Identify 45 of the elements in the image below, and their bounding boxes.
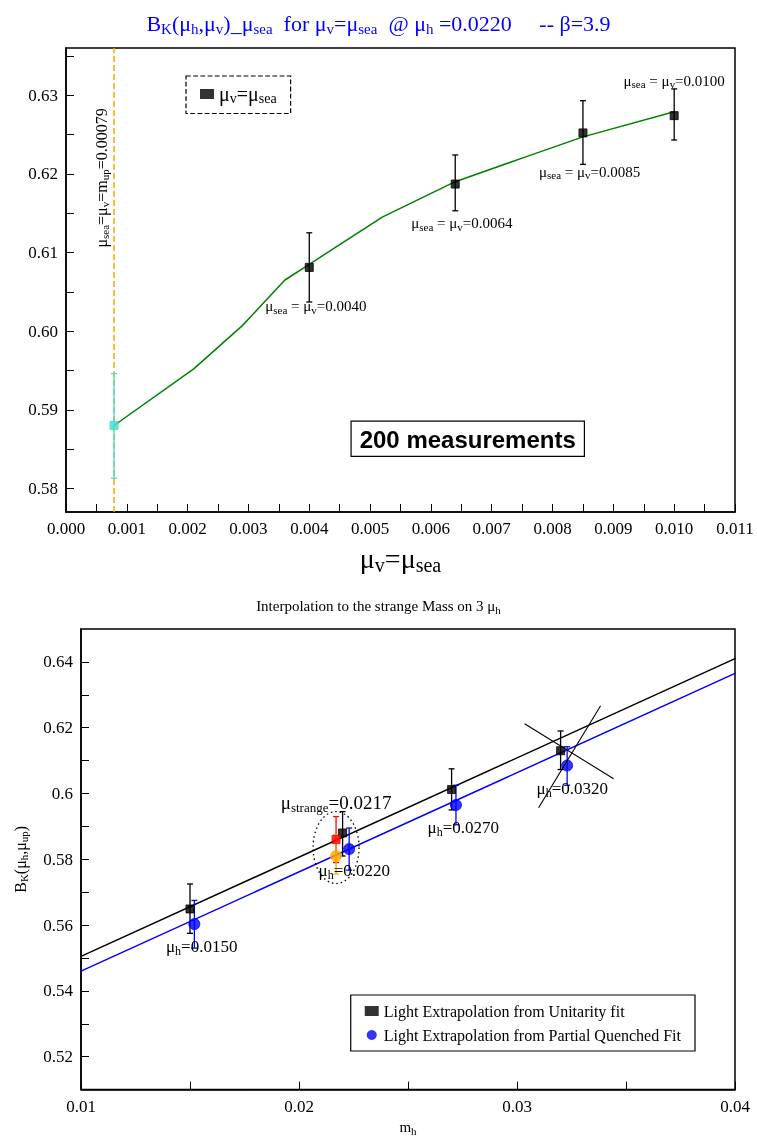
point (304, 262, 314, 272)
y-tick-label: 0.58 (28, 478, 58, 498)
x-tick-label: 0.008 (533, 519, 572, 538)
point (338, 828, 348, 838)
point (578, 128, 588, 138)
y-tick-label: 0.59 (28, 400, 58, 420)
y-tick-label: 0.58 (43, 849, 73, 869)
y-tick-label: 0.6 (51, 784, 73, 803)
point (109, 420, 119, 430)
x-tick-label: 0.03 (502, 1096, 532, 1116)
legend-label: Light Extrapolation from Partial Quenched Fit (383, 1026, 682, 1045)
x-tick-label: 0.01 (66, 1096, 96, 1116)
chart-title: BK(μh,μv)_μsea for μv=μsea @ μh =0.0220 -- β=3.9 (146, 11, 611, 37)
legend-label: Light Extrapolation from Unitarity fit (383, 1002, 626, 1021)
point (188, 918, 201, 931)
point (450, 179, 460, 189)
x-tick-label: 0.04 (720, 1096, 751, 1116)
y-tick-label: 0.63 (28, 85, 58, 105)
x-tick-label: 0.007 (472, 519, 512, 538)
y-tick-label: 0.64 (43, 652, 74, 672)
point (449, 799, 462, 812)
point (330, 850, 343, 863)
y-tick-label: 0.60 (28, 321, 58, 341)
y-tick-label: 0.54 (43, 981, 74, 1001)
x-tick-label: 0.011 (716, 519, 754, 538)
y-tick-label: 0.52 (43, 1047, 73, 1067)
point (343, 843, 356, 856)
y-tick-label: 0.62 (43, 718, 73, 738)
point (185, 904, 195, 914)
x-tick-label: 0.003 (229, 519, 268, 538)
x-tick-label: 0.006 (411, 519, 451, 538)
x-tick-label: 0.009 (594, 519, 633, 538)
y-tick-label: 0.56 (43, 915, 73, 935)
x-tick-label: 0.000 (46, 519, 86, 538)
annotation: 200 measurements (359, 426, 576, 454)
x-tick-label: 0.010 (655, 519, 694, 538)
x-tick-label: 0.005 (350, 519, 390, 538)
y-tick-label: 0.62 (28, 164, 58, 184)
x-tick-label: 0.002 (168, 519, 207, 538)
point (556, 746, 566, 756)
point (669, 111, 679, 121)
y-tick-label: 0.61 (28, 242, 58, 262)
x-tick-label: 0.004 (290, 519, 329, 538)
x-tick-label: 0.02 (284, 1096, 314, 1116)
x-tick-label: 0.001 (107, 519, 146, 538)
